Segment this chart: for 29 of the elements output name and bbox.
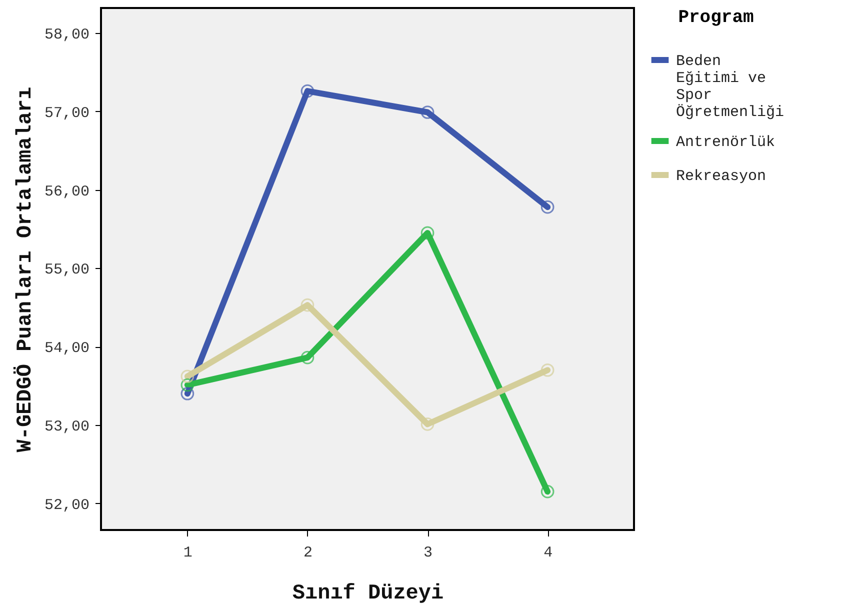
point <box>180 386 194 400</box>
legend-label: Beden Eğitimi ve Spor Öğretmenliği <box>676 53 784 121</box>
point <box>180 378 194 392</box>
point <box>420 418 434 431</box>
point <box>180 370 194 384</box>
y-tick-label: 56,00 <box>44 183 90 200</box>
y-tick-label: 55,00 <box>44 262 90 279</box>
x-tick-label: 4 <box>544 544 553 562</box>
y-tick-label: 54,00 <box>44 340 90 358</box>
point <box>540 363 554 377</box>
point <box>540 484 554 498</box>
point <box>300 350 314 364</box>
x-tick-label: 2 <box>303 544 312 562</box>
y-tick-label: 57,00 <box>44 104 90 122</box>
y-tick-label: 58,00 <box>44 26 90 44</box>
y-axis-title: W-GEDGÖ Puanları Ortalamaları <box>12 86 38 452</box>
x-axis-title: Sınıf Düzeyi <box>292 582 444 606</box>
x-tick-label: 3 <box>424 544 433 562</box>
y-tick-label: 53,00 <box>44 418 90 436</box>
y-tick-label: 52,00 <box>44 496 90 514</box>
legend-label: Rekreasyon <box>676 168 766 185</box>
x-tick-label: 1 <box>183 544 192 562</box>
point <box>300 298 314 312</box>
point <box>420 106 434 119</box>
point <box>540 200 554 214</box>
legend-label: Antrenörlük <box>676 134 776 151</box>
point <box>420 226 434 240</box>
legend-title: Program <box>678 8 754 28</box>
point <box>300 84 314 98</box>
